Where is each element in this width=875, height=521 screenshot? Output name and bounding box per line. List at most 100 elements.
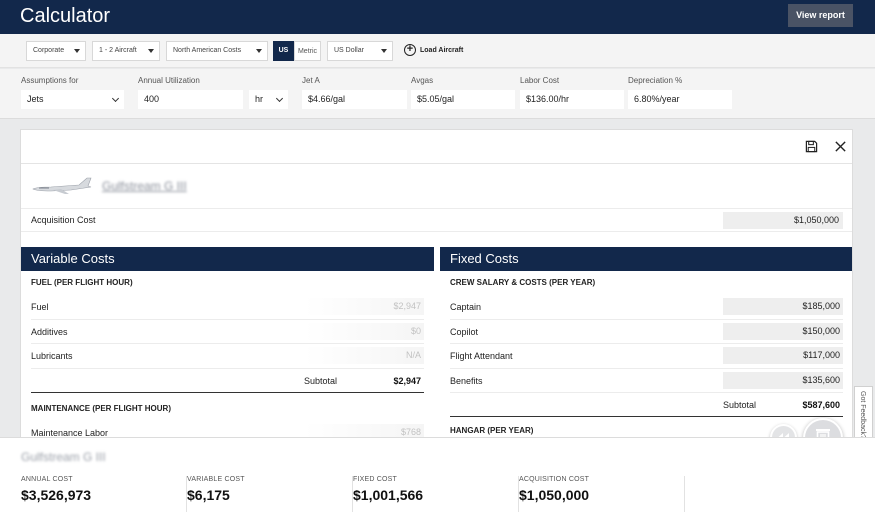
feedback-label: Got Feedback? [859, 391, 866, 439]
table-row: Captain $185,000 [450, 295, 843, 320]
avgas-label: Avgas [411, 76, 434, 85]
table-row: Benefits $135,600 [450, 369, 843, 393]
utilization-input[interactable]: 400 [138, 90, 243, 109]
crew-section-heading: CREW SALARY & COSTS (PER YEAR) [450, 278, 596, 287]
chevron-down-icon [256, 49, 262, 53]
row-label: Flight Attendant [450, 351, 513, 361]
row-label: Captain [450, 302, 482, 312]
utilization-unit-value: hr [255, 94, 264, 104]
summary-annual-cost: ANNUAL COST $3,526,973 [21, 476, 187, 512]
subtotal-value: $587,600 [802, 400, 840, 410]
subtotal-label: Subtotal [304, 375, 338, 386]
row-value: N/A [304, 347, 424, 364]
summary-label: VARIABLE COST [187, 476, 245, 483]
hangar-section-heading: HANGAR (PER YEAR) [450, 426, 534, 435]
variable-costs-title: Variable Costs [21, 247, 434, 271]
assumptions-bar: Assumptions for Jets Annual Utilization … [0, 69, 875, 119]
plus-circle-icon: + [404, 44, 416, 57]
table-row: Copilot $150,000 [450, 320, 843, 344]
maintenance-section-heading: MAINTENANCE (PER FLIGHT HOUR) [31, 403, 171, 413]
summary-variable-cost: VARIABLE COST $6,175 [187, 476, 353, 512]
currency-value: US Dollar [334, 47, 364, 54]
operation-dropdown[interactable]: Corporate [26, 41, 86, 61]
chevron-down-icon [74, 49, 80, 53]
jeta-input[interactable]: $4.66/gal [302, 90, 407, 109]
acquisition-input[interactable]: $1,050,000 [723, 212, 843, 229]
row-value: $768 [304, 423, 424, 438]
table-row: Fuel $2,947 [31, 295, 424, 320]
fixed-costs-section: Fixed Costs CREW SALARY & COSTS (PER YEA… [440, 247, 852, 438]
jeta-label: Jet A [302, 76, 320, 85]
crew-subtotal-row: Subtotal $587,600 [450, 393, 843, 417]
table-row: Flight Attendant $117,000 [450, 344, 843, 369]
summary-value: $3,526,973 [21, 487, 92, 503]
assumptions-for-select[interactable]: Jets [21, 90, 124, 109]
summary-value: $6,175 [187, 487, 230, 503]
filter-bar: Corporate 1 - 2 Aircraft North American … [0, 34, 875, 68]
summary-acquisition-cost: ACQUISITION COST $1,050,000 [519, 476, 685, 512]
operation-value: Corporate [33, 47, 65, 54]
row-label: Additives [31, 326, 68, 337]
fuel-section-heading: FUEL (PER FLIGHT HOUR) [31, 278, 133, 287]
table-row: Additives $0 [31, 320, 424, 344]
summary-label: ACQUISITION COST [519, 476, 590, 483]
chevron-down-icon [148, 49, 154, 53]
aircraft-name-link[interactable]: Gulfstream G III [102, 179, 187, 193]
cost-region-dropdown[interactable]: North American Costs [166, 41, 268, 61]
subtotal-value: $2,947 [393, 375, 421, 386]
summary-fixed-cost: FIXED COST $1,001,566 [353, 476, 519, 512]
chevron-down-icon [381, 49, 387, 53]
table-row: Lubricants N/A [31, 344, 424, 369]
row-label: Benefits [450, 375, 483, 386]
card-toolbar [21, 130, 852, 164]
close-icon[interactable] [834, 140, 847, 153]
row-label: Copilot [450, 326, 479, 337]
depreciation-input[interactable]: 6.80%/year [628, 90, 732, 109]
summary-value: $1,050,000 [519, 487, 590, 503]
aircraft-count-value: 1 - 2 Aircraft [99, 47, 137, 54]
labor-cost-label: Labor Cost [520, 76, 560, 85]
row-label: Maintenance Labor [31, 427, 109, 438]
fuel-subtotal-row: Subtotal $2,947 [31, 369, 424, 393]
aircraft-count-dropdown[interactable]: 1 - 2 Aircraft [92, 41, 160, 61]
summary-label: ANNUAL COST [21, 476, 73, 483]
currency-dropdown[interactable]: US Dollar [327, 41, 393, 61]
save-icon[interactable] [805, 140, 818, 153]
chevron-down-icon [111, 94, 120, 103]
cost-region-value: North American Costs [173, 47, 242, 54]
page-title: Calculator [20, 5, 111, 27]
aircraft-image [32, 177, 92, 194]
labor-cost-input[interactable]: $136.00/hr [520, 90, 624, 109]
aircraft-card: Gulfstream G III Acquisition Cost $1,050… [20, 129, 853, 439]
summary-aircraft-name: Gulfstream G III [21, 450, 106, 464]
acquisition-row: Acquisition Cost $1,050,000 [21, 208, 852, 232]
cost-summary-bar: Gulfstream G III ANNUAL COST $3,526,973 … [0, 437, 875, 521]
row-value: $2,947 [304, 298, 424, 315]
assumptions-for-value: Jets [27, 94, 44, 104]
depreciation-label: Depreciation % [628, 76, 683, 85]
row-value-input[interactable]: $117,000 [723, 347, 843, 364]
row-value-input[interactable]: $135,600 [723, 371, 843, 389]
units-us-toggle[interactable]: US [273, 41, 294, 61]
load-aircraft-label: Load Aircraft [420, 47, 464, 54]
fixed-costs-title: Fixed Costs [440, 247, 852, 271]
row-label: Lubricants [31, 351, 73, 361]
summary-value: $1,001,566 [353, 487, 424, 503]
chevron-down-icon [275, 94, 284, 103]
avgas-input[interactable]: $5.05/gal [411, 90, 515, 109]
utilization-label: Annual Utilization [138, 76, 200, 85]
table-row: Maintenance Labor $768 [31, 421, 424, 438]
utilization-unit-select[interactable]: hr [249, 90, 288, 109]
variable-costs-section: Variable Costs FUEL (PER FLIGHT HOUR) Fu… [21, 247, 434, 438]
load-aircraft-button[interactable]: + Load Aircraft [404, 44, 463, 57]
row-value: $0 [304, 322, 424, 340]
view-report-button[interactable]: View report [788, 4, 853, 27]
row-label: Fuel [31, 302, 49, 312]
units-metric-toggle[interactable]: Metric [294, 41, 321, 61]
assumptions-for-label: Assumptions for [21, 76, 79, 85]
top-bar: Calculator View report [0, 0, 875, 34]
acquisition-label: Acquisition Cost [31, 215, 96, 225]
summary-label: FIXED COST [353, 476, 398, 483]
row-value-input[interactable]: $185,000 [723, 298, 843, 315]
row-value-input[interactable]: $150,000 [723, 322, 843, 340]
